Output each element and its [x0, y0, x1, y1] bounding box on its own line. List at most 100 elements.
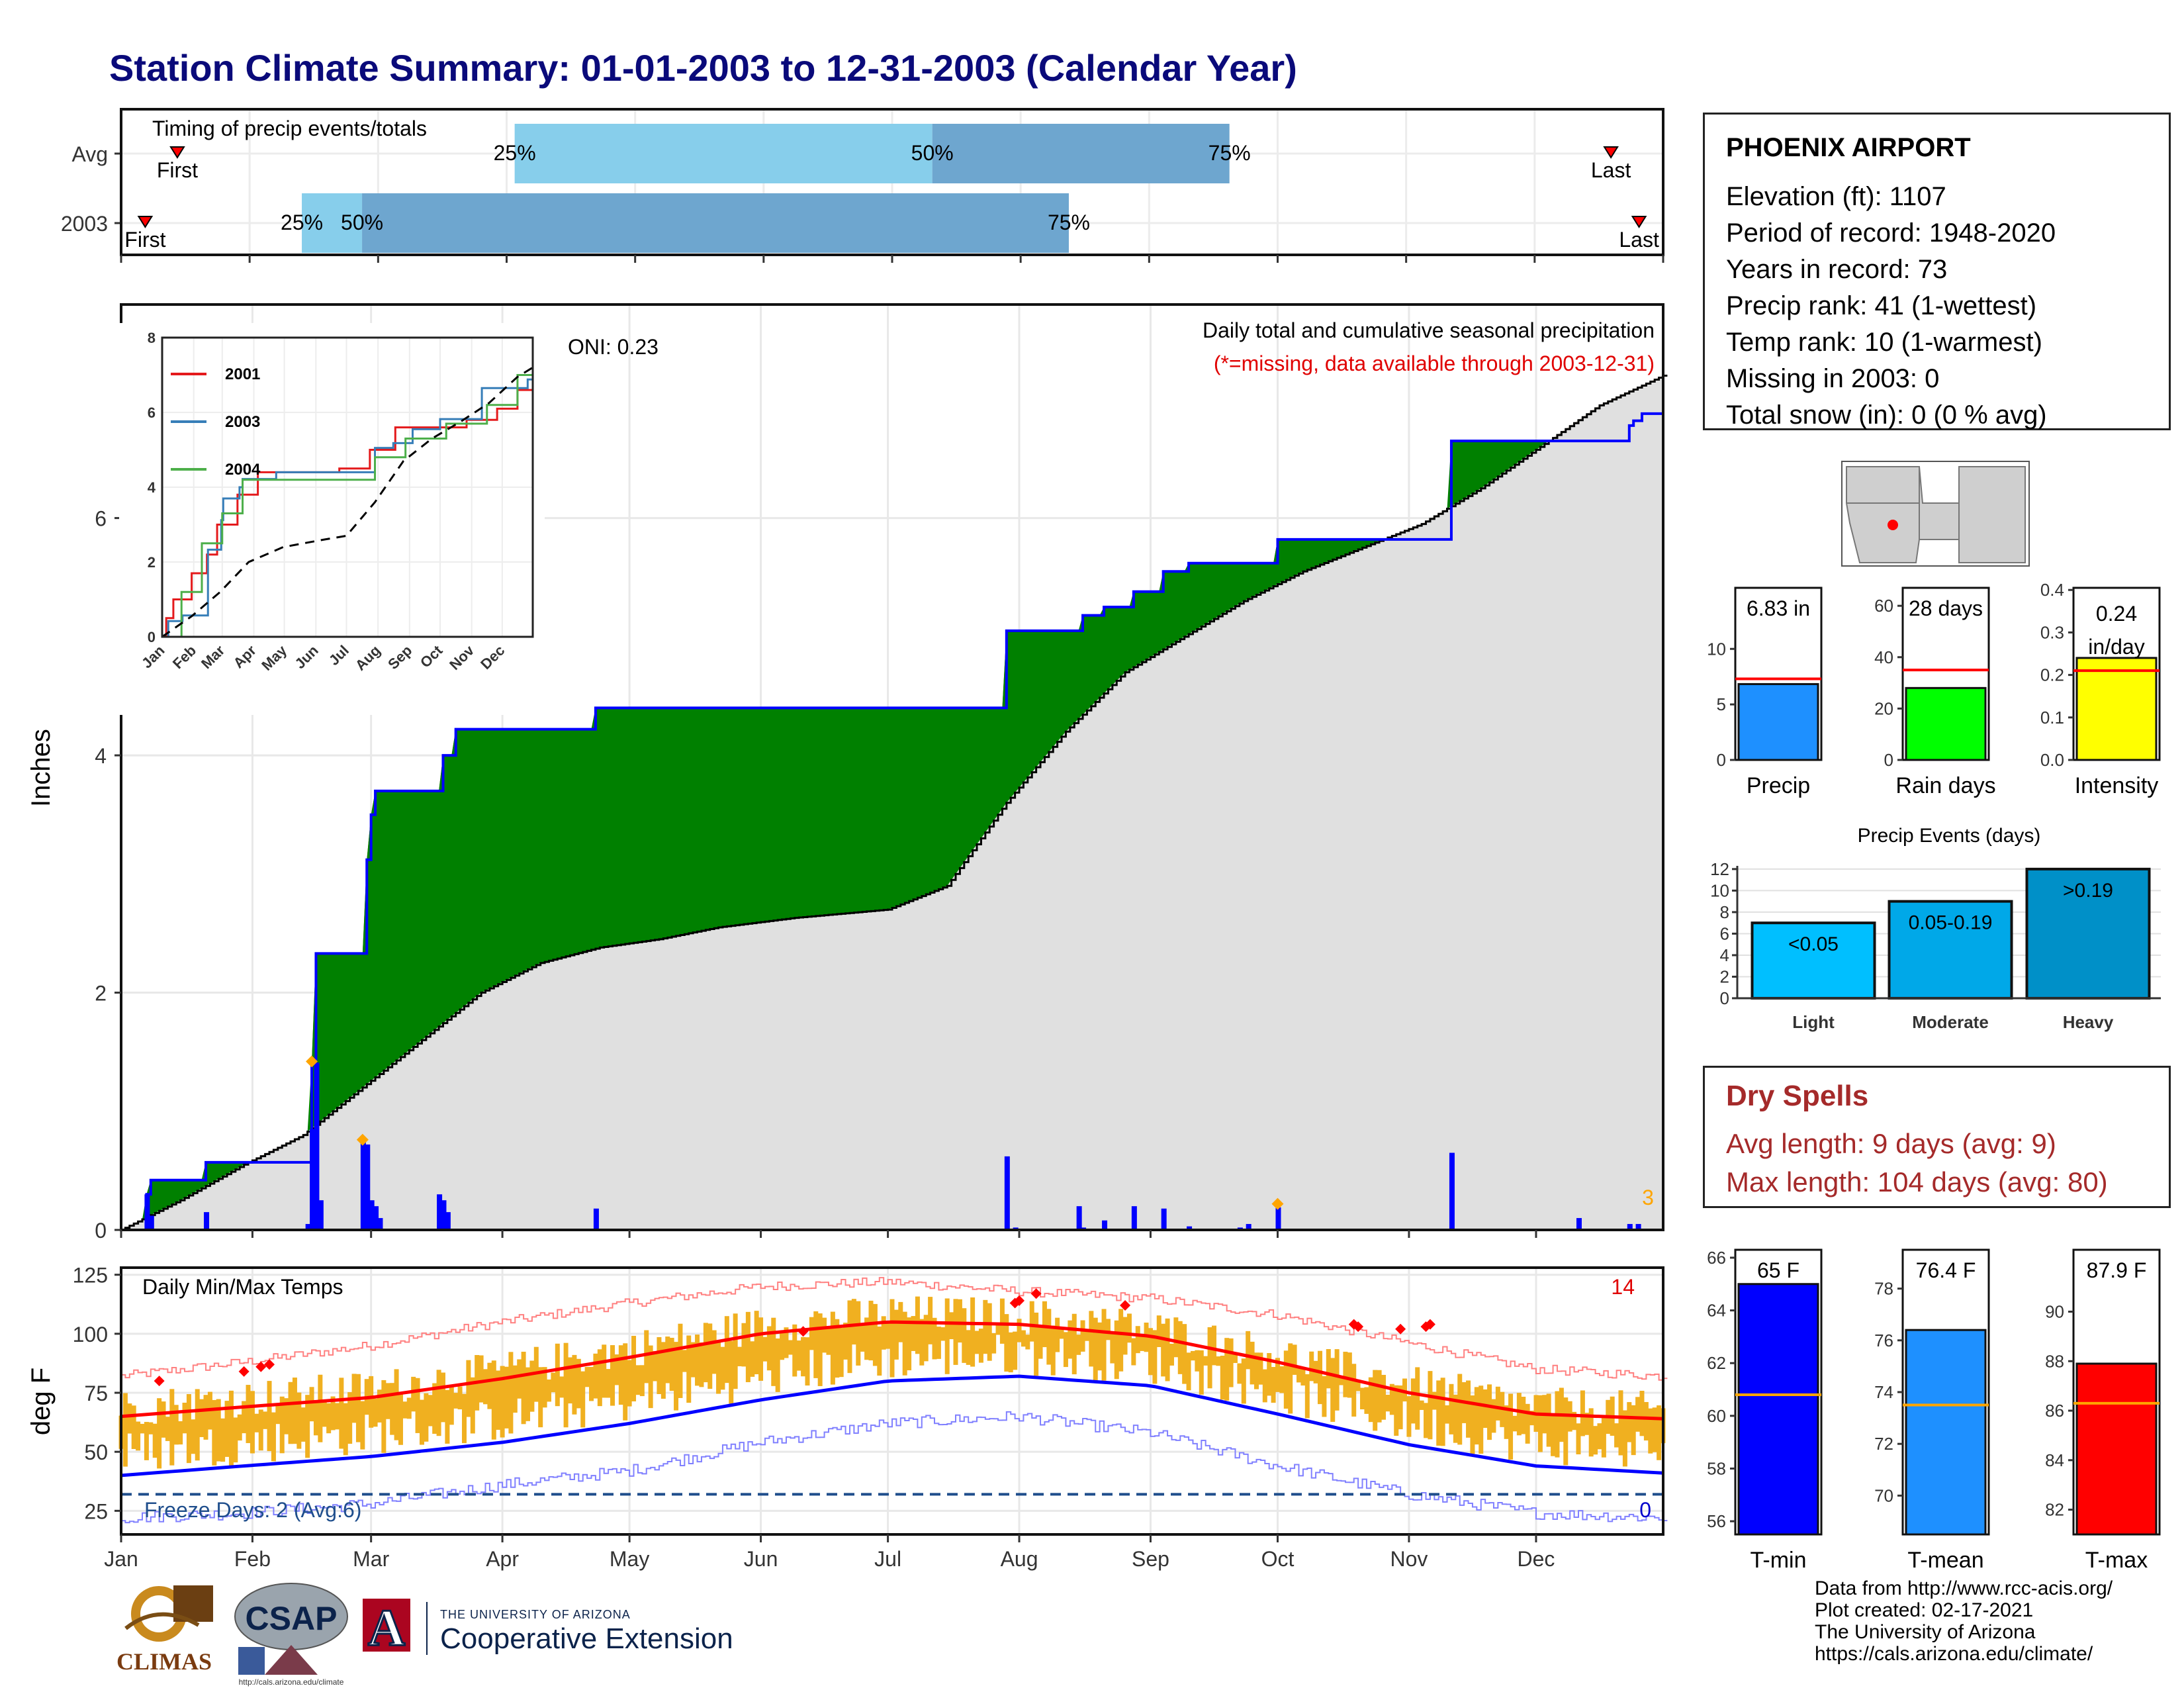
daily-temp-bar [491, 1360, 496, 1440]
inset-frame [161, 336, 534, 638]
events-y-tick-label: 2 [1720, 966, 1729, 986]
record-marker [306, 1055, 318, 1068]
daily-temp-bar [529, 1360, 535, 1412]
daily-temp-bar [1038, 1327, 1043, 1359]
daily-temp-bar [639, 1365, 645, 1397]
station-period: Period of record: 1948-2020 [1726, 218, 2056, 248]
daily-temp-bar [978, 1329, 983, 1363]
record-high-marker [255, 1361, 267, 1372]
daily-temp-bar [347, 1392, 353, 1444]
record-high-marker [797, 1326, 809, 1337]
credit-line: Plot created: 02-17-2021 [1815, 1599, 2034, 1621]
daily-temp-bar [521, 1352, 526, 1425]
ua-logo-letter: A [368, 1599, 405, 1656]
daily-temp-bar [1643, 1401, 1649, 1441]
daily-temp-bar [1410, 1378, 1416, 1424]
daily-temp-bar [1360, 1387, 1365, 1410]
daily-temp-bar [754, 1311, 759, 1375]
daily-precip-bar [1627, 1224, 1633, 1230]
daily-temp-bar [1389, 1383, 1394, 1415]
summary-y-tick-label: 82 [2045, 1500, 2064, 1520]
y-tick-label: 50 [84, 1440, 108, 1464]
daily-temp-bar [309, 1387, 314, 1422]
daily-temp-bar [703, 1323, 708, 1383]
month-label: May [610, 1547, 649, 1571]
daily-temp-bar [623, 1343, 628, 1421]
timing-marker-label: Last [1591, 158, 1631, 182]
y-tick-label: 75 [84, 1382, 108, 1405]
events-bar-label: 0.05-0.19 [1909, 912, 1993, 934]
daily-temp-bar [1059, 1327, 1064, 1339]
daily-temp-bar [258, 1409, 263, 1451]
daily-temp-bar [517, 1359, 522, 1399]
daily-temp-bar [169, 1389, 175, 1466]
summary-bar-Intensity [2075, 657, 2158, 761]
daily-temp-bar [766, 1326, 772, 1371]
record-high-marker [1395, 1323, 1406, 1335]
daily-temp-bar [631, 1336, 637, 1402]
csap-logo-url: http://cals.arizona.edu/climate [239, 1677, 344, 1687]
daily-temp-bar [805, 1337, 810, 1386]
daily-temp-bar [1436, 1380, 1441, 1446]
daily-temp-bar [415, 1378, 420, 1433]
daily-temp-bar [1080, 1320, 1085, 1352]
daily-temp-bar [1343, 1352, 1348, 1397]
y-tick-label: 100 [73, 1323, 108, 1346]
daily-precip-bar [314, 1062, 320, 1230]
daily-temp-bar [597, 1349, 602, 1407]
daily-temp-bar [1034, 1312, 1039, 1376]
daily-temp-bar [653, 1351, 658, 1382]
daily-precip-bar [1102, 1220, 1108, 1230]
summary-y-tick-label: 56 [1707, 1511, 1726, 1531]
daily-temp-bar [1029, 1301, 1034, 1342]
y-tick-label: 4 [95, 744, 107, 768]
timing-bar-25-50 [514, 124, 933, 183]
daily-precip-bar [377, 1218, 383, 1230]
daily-temp-bar [610, 1345, 615, 1406]
summary-y-tick-label: 86 [2045, 1401, 2064, 1421]
locator-map [1841, 461, 2030, 567]
events-category-label: Moderate [1912, 1012, 1989, 1032]
daily-temp-bar [911, 1316, 916, 1351]
timing-marker [169, 146, 185, 159]
daily-temp-bar [250, 1391, 255, 1454]
daily-temp-bar [360, 1401, 365, 1450]
daily-temp-bar [1635, 1397, 1641, 1432]
daily-temp-bar [915, 1296, 920, 1354]
daily-temp-bar [1593, 1426, 1598, 1455]
daily-temp-bar [1479, 1385, 1484, 1454]
events-category-label: Light [1792, 1012, 1835, 1032]
daily-temp-bar [1089, 1311, 1094, 1367]
daily-temp-bar [1415, 1367, 1420, 1430]
daily-temp-bar [1013, 1331, 1018, 1370]
daily-temp-bar [813, 1311, 819, 1378]
summary-bar-T-max [2075, 1362, 2158, 1536]
daily-temp-bar [1267, 1353, 1272, 1396]
month-label: Jun [744, 1547, 778, 1571]
summary-y-tick-label: 0.2 [2040, 665, 2064, 685]
daily-temp-bar [339, 1378, 344, 1449]
summary-value: 87.9 F [2087, 1258, 2147, 1282]
daily-temp-bar [953, 1299, 958, 1365]
daily-temp-bar [334, 1403, 340, 1430]
timing-bar-50-75 [362, 193, 1069, 253]
daily-temp-bar [868, 1300, 874, 1361]
daily-temp-bar [381, 1380, 387, 1453]
station-elevation: Elevation (ft): 1107 [1726, 182, 1946, 211]
timing-marker-label: First [124, 228, 165, 252]
daily-temp-bar [1271, 1367, 1276, 1403]
daily-temp-bar [122, 1393, 128, 1467]
daily-temp-bar [1504, 1405, 1509, 1439]
summary-y-tick-label: 62 [1707, 1353, 1726, 1373]
daily-temp-bar [678, 1323, 683, 1398]
daily-temp-bar [1419, 1400, 1424, 1410]
y-axis-label: Inches [26, 729, 56, 807]
daily-precip-bar [1161, 1208, 1167, 1230]
daily-temp-bar [313, 1402, 318, 1436]
credit-line: https://cals.arizona.edu/climate/ [1815, 1643, 2093, 1665]
daily-temp-bar [724, 1316, 729, 1383]
events-bar-Heavy [2025, 867, 2151, 1000]
daily-precip-bar [369, 1200, 375, 1230]
timing-pct-label: 75% [1048, 211, 1090, 234]
